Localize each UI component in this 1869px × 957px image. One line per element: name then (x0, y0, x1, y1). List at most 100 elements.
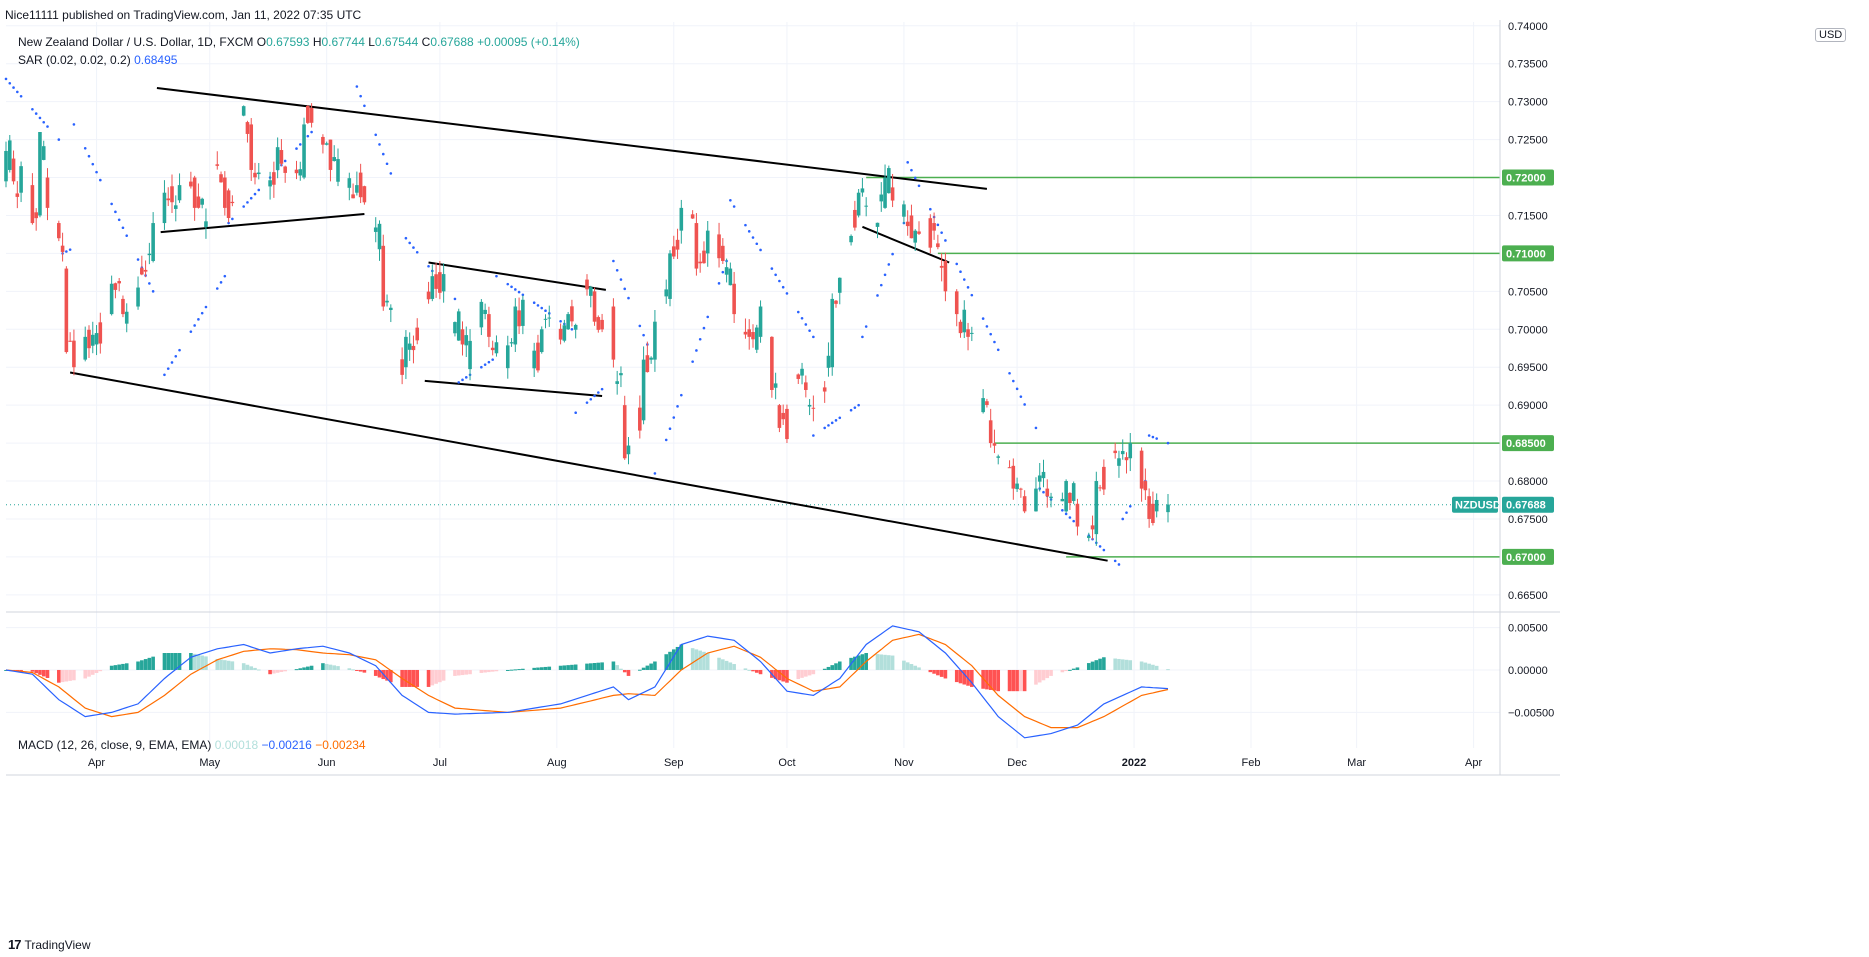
macd-histogram-bar (226, 660, 231, 670)
macd-histogram-bar (773, 669, 778, 680)
candle-body (890, 187, 895, 201)
sar-dot (702, 326, 706, 330)
candle-body (532, 350, 536, 369)
sar-legend: SAR (0.02, 0.02, 0.2) 0.68495 (18, 53, 177, 67)
sar-dot (785, 292, 789, 295)
sar-dot (1117, 563, 1121, 566)
candle-body (72, 340, 76, 368)
trendline-jun-flag-bottom (424, 379, 603, 398)
candle-body (113, 283, 118, 290)
sar-dot (891, 252, 894, 256)
sar-dot (698, 337, 702, 341)
candle-body (1128, 443, 1133, 459)
sar-dot (306, 134, 310, 138)
macd-histogram-bar (166, 653, 171, 670)
sar-dot (680, 393, 683, 397)
macd-hist-value: 0.00018 (214, 738, 259, 752)
macd-histogram-bar (958, 669, 963, 684)
macd-histogram-bar (917, 667, 921, 670)
sar-dot (589, 397, 593, 401)
candle-body (1049, 496, 1053, 499)
macd-histogram-bar (758, 669, 763, 675)
sar-dot (944, 239, 947, 242)
macd-histogram-bar (94, 669, 99, 674)
candle-body (596, 317, 601, 330)
sar-dot (246, 201, 249, 204)
candle-body (415, 327, 420, 341)
sar-dot (1147, 434, 1151, 437)
candle-body (109, 283, 114, 315)
level-price-label: 0.71000 (1506, 248, 1546, 260)
time-axis: Apr May Jun Jul Aug Sep Oct Nov Dec 2022 Feb Mar Apr (88, 757, 1483, 769)
candle-body (1151, 503, 1155, 523)
sar-dot (638, 324, 642, 328)
candle-body (724, 267, 729, 275)
candle-body (1060, 498, 1065, 502)
macd-histogram-bar (219, 659, 223, 670)
macd-histogram-bar (1094, 660, 1099, 670)
candle-body (355, 185, 359, 193)
macd-histogram-bar (705, 653, 710, 670)
sar-dot (415, 250, 419, 254)
candle-body (294, 169, 299, 174)
macd-histogram-bar (464, 669, 469, 675)
sar-dot (1155, 437, 1158, 440)
sar-dot (1166, 441, 1170, 445)
macd-histogram-bar (536, 667, 540, 670)
time-tick-label: Oct (778, 757, 795, 769)
sar-dot (1151, 435, 1155, 439)
candle-body (1117, 458, 1121, 466)
candle-body (385, 300, 389, 303)
candle-body (521, 299, 525, 326)
candle-body (1075, 503, 1080, 527)
macd-histogram-bar (136, 661, 140, 670)
macd-histogram-bar (675, 646, 680, 670)
sar-dot (913, 176, 917, 180)
candle-body (1019, 488, 1023, 490)
candle-body (751, 332, 755, 340)
sar-dot (747, 230, 751, 233)
candle-body (509, 342, 514, 344)
candle-body (490, 347, 495, 351)
candle-body (883, 177, 887, 208)
candle-body (645, 355, 650, 373)
sar-dot (215, 287, 219, 290)
currency-button[interactable]: USD (1815, 28, 1847, 42)
macd-histogram-bar (570, 664, 574, 670)
candle-body (754, 327, 759, 350)
macd-histogram-bar (513, 669, 518, 671)
macd-histogram-bar (909, 664, 914, 670)
macd-histogram-bar (336, 666, 340, 670)
candle-body (988, 420, 993, 444)
macd-histogram-bar (196, 654, 201, 670)
sar-dot (125, 234, 129, 238)
candle-body (411, 345, 416, 351)
macd-histogram-bar (1071, 668, 1076, 670)
sar-dot (68, 248, 72, 251)
macd-histogram-bar (985, 669, 989, 690)
candle-body (547, 317, 552, 319)
tradingview-logo[interactable]: 17 TradingView (8, 937, 91, 952)
macd-histogram-bar (377, 669, 382, 678)
candle-body (570, 306, 574, 322)
macd-pane: 0.00500 0.00000 −0.00500 (4, 623, 1554, 739)
macd-signal-value: −0.00234 (315, 738, 366, 752)
sar-dot (242, 205, 245, 208)
candle-body (1041, 471, 1046, 479)
sar-dot (170, 361, 174, 364)
candle-body (1154, 499, 1159, 512)
candle-body (1022, 496, 1027, 512)
candle-body (887, 168, 891, 194)
candle-body (245, 122, 250, 134)
sar-dot (861, 335, 864, 339)
sar-dot (940, 231, 943, 234)
candle-body (373, 227, 378, 232)
candle-body (830, 298, 835, 368)
ohlc-close: C0.67688 (421, 35, 474, 49)
candle-body (90, 334, 95, 346)
sar-dot (1098, 545, 1102, 548)
macd-histogram-bar (641, 667, 646, 670)
candle-body (539, 329, 544, 353)
macd-histogram-bar (332, 665, 337, 670)
